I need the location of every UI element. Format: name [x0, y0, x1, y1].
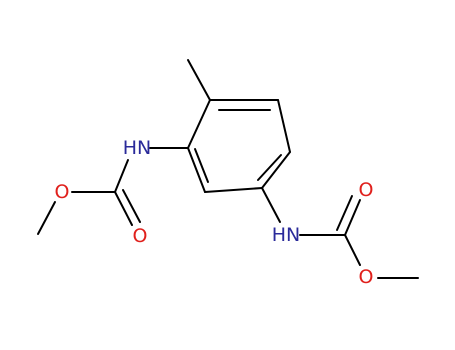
bond	[261, 187, 281, 223]
bonds	[37, 59, 419, 279]
bond	[37, 201, 56, 235]
bond	[204, 187, 263, 193]
atom-label: O	[359, 179, 374, 201]
bond	[114, 191, 133, 226]
bond	[261, 151, 291, 189]
bond	[187, 99, 211, 149]
bond	[187, 147, 206, 193]
double-bond-line	[336, 195, 353, 231]
bond	[114, 159, 129, 193]
atom-label: HN	[123, 137, 152, 159]
atom-label: O	[133, 225, 148, 247]
double-bond-line	[257, 154, 282, 181]
atom-label: O	[55, 181, 70, 203]
atom-label: O	[359, 266, 374, 288]
atom-label: HN	[272, 224, 301, 246]
double-bond-line	[194, 148, 209, 183]
atom-labels: HN O O HN O O	[55, 137, 374, 288]
double-bond-line	[122, 189, 141, 223]
bond	[277, 99, 291, 153]
bond	[187, 59, 211, 101]
bond	[344, 199, 361, 236]
bond	[344, 234, 361, 266]
